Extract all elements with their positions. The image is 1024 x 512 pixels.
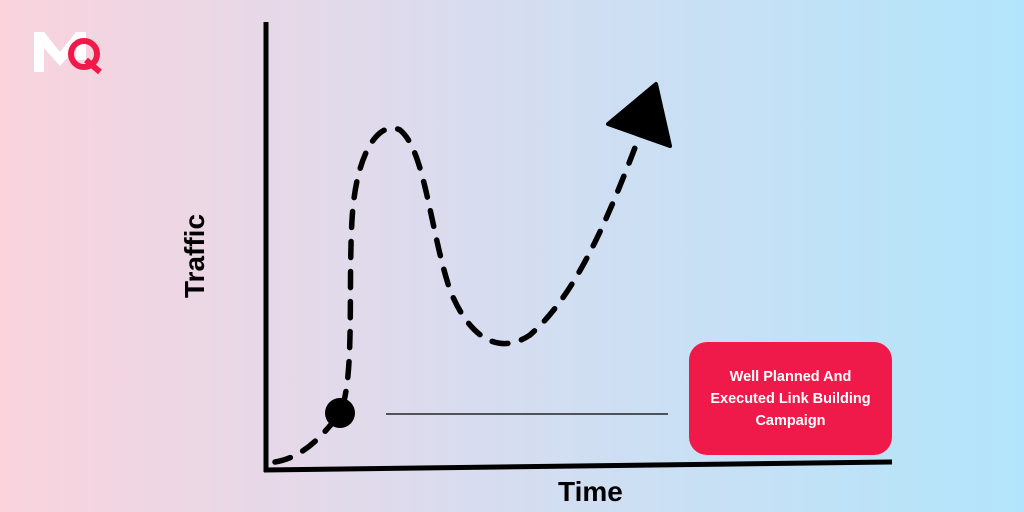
arrow-head (606, 82, 672, 148)
campaign-callout: Well Planned And Executed Link Building … (689, 342, 892, 455)
y-axis-label: Traffic (179, 213, 210, 299)
traffic-curve (272, 125, 639, 465)
x-axis-label: Time (558, 476, 623, 507)
callout-line: Executed Link Building (710, 390, 871, 407)
x-axis (263, 459, 893, 473)
logo-q (68, 38, 100, 70)
logo-q-tail (84, 57, 102, 75)
callout-line: Campaign (755, 412, 826, 429)
start-point (325, 398, 355, 428)
logo (34, 32, 102, 75)
callout-line: Well Planned And (729, 368, 852, 385)
logo-m (34, 32, 86, 72)
